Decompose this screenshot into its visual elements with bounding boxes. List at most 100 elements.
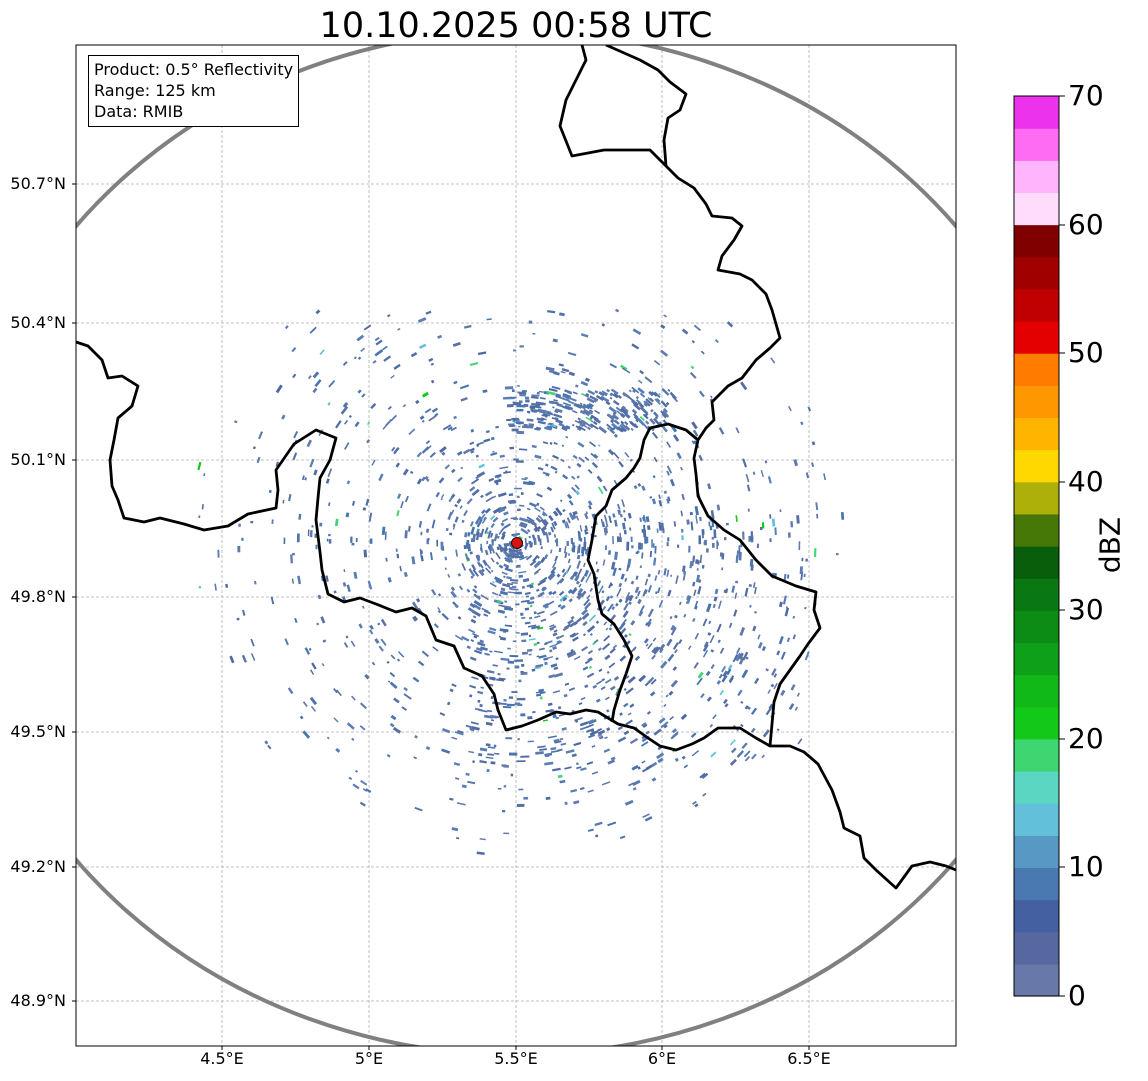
echo-cell <box>288 493 292 502</box>
echo-cell <box>647 676 655 684</box>
echo-cell <box>654 591 658 595</box>
echo-cell <box>649 418 656 425</box>
echo-cell <box>348 776 353 781</box>
echo-cell <box>499 636 507 641</box>
echo-cell <box>566 493 573 500</box>
echo-cell <box>408 428 416 436</box>
echo-cell <box>476 561 481 568</box>
echo-cell <box>644 536 648 544</box>
echo-cell <box>500 657 510 661</box>
echo-cell <box>454 516 459 523</box>
echo-cell <box>609 623 613 627</box>
echo-cell <box>534 427 541 431</box>
echo-cell <box>447 426 453 431</box>
echo-cell <box>600 518 605 528</box>
echo-cell <box>644 578 649 586</box>
echo-cell <box>645 398 653 406</box>
echo-cell <box>618 621 626 631</box>
echo-cell <box>529 584 534 589</box>
echo-cell <box>358 623 363 629</box>
echo-cell <box>762 729 770 738</box>
echo-cell <box>229 655 235 664</box>
echo-cell <box>553 520 558 527</box>
echo-cell <box>579 404 587 410</box>
echo-cell <box>631 343 640 350</box>
echo-cell <box>472 533 476 543</box>
echo-cell <box>588 504 592 510</box>
echo-cell <box>548 590 553 596</box>
echo-cell <box>514 665 520 669</box>
echo-cell <box>613 419 620 425</box>
echo-cell <box>487 746 496 749</box>
echo-cell <box>615 308 620 313</box>
echo-cell <box>524 607 530 611</box>
echo-cell <box>520 599 530 603</box>
echo-cell <box>555 395 562 399</box>
echo-cell <box>803 573 806 578</box>
echo-cell <box>692 429 699 437</box>
echo-cell <box>460 396 468 402</box>
echo-cell <box>498 594 502 597</box>
echo-cell <box>534 405 542 409</box>
echo-cell <box>470 450 475 454</box>
echo-cell <box>309 326 317 334</box>
echo-cell <box>489 627 497 632</box>
echo-cell <box>577 587 584 594</box>
echo-cell <box>471 676 479 680</box>
echo-cell <box>421 476 426 482</box>
echo-cell <box>415 597 421 603</box>
echo-cell <box>426 528 430 533</box>
echo-cell <box>708 620 712 625</box>
echo-cell <box>455 549 459 557</box>
echo-cell <box>595 561 598 565</box>
echo-cell <box>699 554 703 564</box>
echo-cell <box>643 638 649 644</box>
echo-cell <box>616 503 621 510</box>
echo-cell <box>564 552 568 559</box>
echo-cell <box>294 617 298 623</box>
echo-cell <box>507 556 513 561</box>
echo-cell <box>654 398 661 405</box>
echo-cell <box>612 644 618 649</box>
echo-cell <box>698 390 705 398</box>
echo-cell <box>666 465 673 474</box>
echo-cell <box>550 663 558 668</box>
echo-cell <box>494 576 504 583</box>
echo-cell <box>641 760 646 764</box>
echo-cell <box>472 588 478 594</box>
echo-cell <box>480 686 484 689</box>
echo-cell <box>657 570 661 575</box>
echo-cell <box>549 441 553 445</box>
echo-cell <box>669 715 674 721</box>
echo-cell <box>545 426 552 431</box>
echo-cell <box>510 396 517 399</box>
echo-cell <box>542 471 547 475</box>
echo-cell <box>471 488 480 497</box>
echo-cell <box>617 509 621 516</box>
echo-cell <box>642 723 648 728</box>
echo-cell <box>597 647 602 652</box>
echo-cell <box>585 574 591 583</box>
echo-cell <box>574 384 579 388</box>
echo-cell <box>565 749 575 754</box>
echo-cell <box>680 510 683 517</box>
echo-cell <box>417 660 425 667</box>
echo-cell <box>352 783 360 790</box>
echo-cell <box>710 649 715 653</box>
echo-cell <box>479 639 485 644</box>
echo-cell <box>730 747 737 754</box>
echo-cell <box>601 642 611 651</box>
echo-cell <box>673 434 680 442</box>
echo-cell <box>463 448 471 455</box>
echo-cell <box>628 389 632 393</box>
echo-cell <box>351 542 355 546</box>
echo-cell <box>719 689 725 696</box>
echo-cell <box>628 601 632 605</box>
echo-cell <box>541 586 547 592</box>
echo-cell <box>761 646 766 652</box>
echo-cell <box>546 425 552 429</box>
echo-cell <box>738 652 744 660</box>
echo-cell <box>510 516 517 520</box>
colorbar-segment <box>1014 899 1059 933</box>
echo-cell <box>490 532 494 538</box>
